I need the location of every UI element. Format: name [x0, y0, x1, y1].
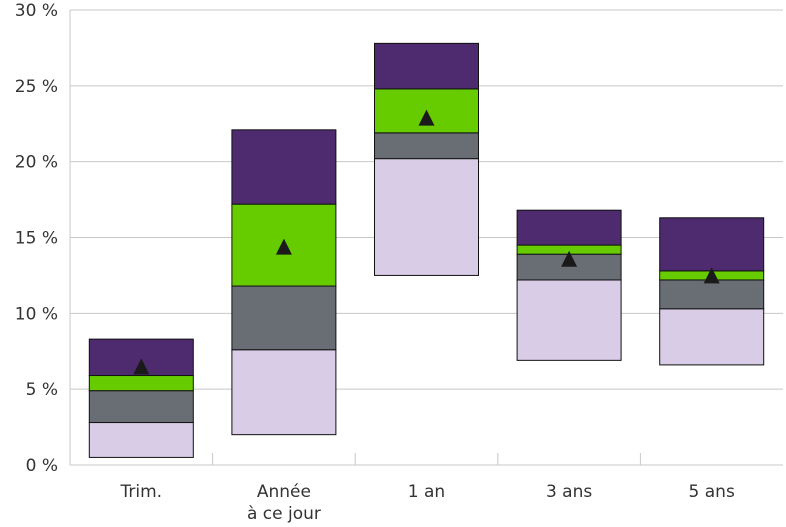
bar-segment	[88, 375, 194, 392]
bar-segment	[231, 349, 337, 436]
markers	[133, 109, 720, 375]
x-tick-label: 5 ans	[689, 482, 735, 502]
bar-segment	[516, 279, 622, 361]
triangle-marker	[275, 238, 292, 255]
triangle-marker	[418, 109, 435, 126]
x-axis	[69, 10, 783, 466]
y-tick-label: 20 %	[15, 153, 58, 173]
triangle-marker	[703, 267, 720, 284]
bar-segment	[231, 285, 337, 351]
bar-segment	[231, 129, 337, 205]
bar-segment	[659, 279, 765, 310]
bar-segment	[88, 390, 194, 424]
y-tick-label: 10 %	[15, 304, 58, 324]
y-tick-label: 25 %	[15, 77, 58, 97]
x-tick-label: Trim.	[120, 482, 163, 502]
bar-segment	[374, 158, 479, 276]
y-tick-label: 30 %	[15, 1, 58, 21]
y-tick-label: 15 %	[15, 229, 58, 249]
x-tick-label: Année à ce jour	[247, 482, 321, 524]
bar-segment	[659, 308, 765, 366]
x-axis-category-labels: Trim. Année à ce jour 1 an 3 ans 5 ans	[120, 482, 735, 524]
bar-segment	[88, 422, 194, 458]
y-axis-tick-labels: 0 % 5 % 10 % 15 % 20 % 25 % 30 %	[15, 1, 58, 476]
bar-segment	[374, 132, 479, 160]
bar-segment	[516, 209, 622, 246]
bars	[88, 42, 765, 458]
x-tick-label: 3 ans	[546, 482, 592, 502]
y-tick-label: 5 %	[26, 380, 58, 400]
y-tick-label: 0 %	[26, 456, 58, 476]
triangle-marker	[133, 358, 150, 375]
bar-segment	[374, 42, 479, 90]
bar-segment	[659, 217, 765, 272]
triangle-marker	[561, 250, 578, 267]
x-tick-label: 1 an	[408, 482, 445, 502]
